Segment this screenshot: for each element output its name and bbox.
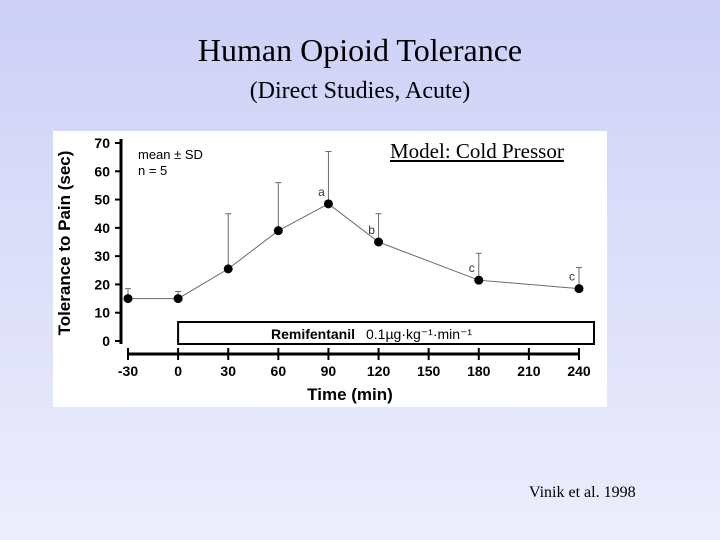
slide-title: Human Opioid Tolerance [197,32,523,68]
data-point [173,294,183,304]
y-tick-label: 70 [94,135,110,151]
y-ticks: 0 10 20 30 40 50 60 70 [94,135,121,349]
series-line [128,203,580,300]
y-tick-label: 40 [94,220,110,236]
y-tick-label: 30 [94,248,110,264]
citation: Vinik et al. 1998 [529,484,636,501]
point-annotation: c [569,270,575,284]
model-label: Model: Cold Pressor [390,139,564,163]
data-point [574,284,584,294]
y-tick-label: 10 [94,305,110,321]
point-annotation: c [469,261,475,275]
data-point [374,237,384,247]
legend-line-2: n = 5 [138,163,167,178]
data-point [474,275,484,285]
x-tick-label: 90 [321,363,337,379]
data-point [323,199,333,209]
data-point [273,226,283,236]
x-tick-label: 120 [367,363,391,379]
point-annotation: a [318,185,325,199]
data-point [223,264,233,274]
x-tick-label: 0 [174,363,182,379]
y-tick-label: 60 [94,163,110,179]
infusion-drug-label: Remifentanil [271,326,355,342]
x-tick-label: -30 [118,363,138,379]
point-annotation: b [368,223,375,237]
infusion-bar-box [177,321,595,345]
infusion-bar: Remifentanil 0.1µg·kg⁻¹·min⁻¹ [177,321,595,345]
tolerance-chart: 0 10 20 30 40 50 60 70 -30 0 30 60 90 120 150 180 210 24… [55,135,595,404]
slide-subtitle: (Direct Studies, Acute) [249,78,471,104]
chart-axes [119,139,579,356]
data-markers [123,199,584,304]
x-ticks: -30 0 30 60 90 120 150 180 210 240 [118,348,591,379]
y-axis-label: Tolerance to Pain (sec) [55,151,74,336]
y-tick-label: 20 [94,276,110,292]
data-point [123,294,133,304]
figure-panel: 0 10 20 30 40 50 60 70 -30 0 30 60 90 120 150 180 210 24… [53,131,607,407]
y-tick-label: 50 [94,192,110,208]
x-tick-label: 150 [417,363,441,379]
infusion-dose-label: 0.1µg·kg⁻¹·min⁻¹ [366,326,472,342]
error-bars [125,150,582,299]
point-annotations: a b c c [318,185,575,284]
x-axis-label: Time (min) [307,385,393,404]
x-tick-label: 180 [467,363,491,379]
y-tick-label: 0 [102,333,110,349]
x-tick-label: 240 [567,363,591,379]
x-tick-label: 60 [271,363,287,379]
legend-line-1: mean ± SD [138,147,203,162]
x-tick-label: 210 [517,363,541,379]
x-tick-label: 30 [220,363,236,379]
